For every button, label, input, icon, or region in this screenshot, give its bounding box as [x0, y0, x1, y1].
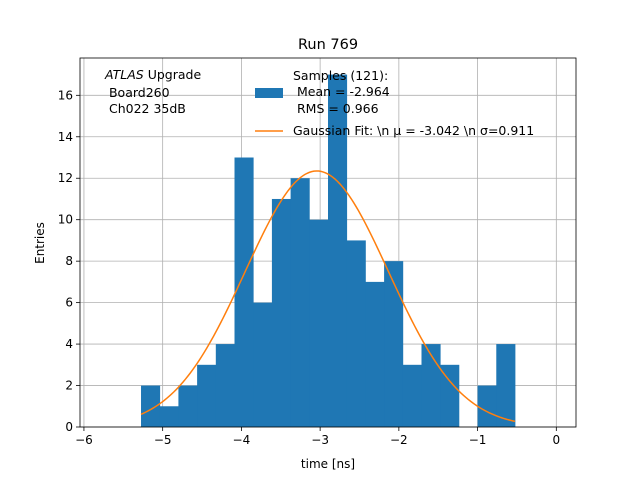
y-tick-label: 12: [58, 171, 73, 185]
annotation-atlas: ATLAS: [104, 67, 144, 82]
histogram-bar: [215, 344, 235, 427]
legend-histogram-swatch: [255, 88, 283, 98]
histogram-bar: [159, 406, 179, 427]
histogram-bar: [234, 157, 254, 427]
y-tick-label: 10: [58, 213, 73, 227]
histogram-bar: [384, 261, 404, 427]
x-axis-label: time [ns]: [301, 457, 355, 471]
annotation-upgrade: Upgrade: [144, 67, 202, 82]
histogram-bar: [328, 74, 348, 428]
y-tick-label: 4: [65, 337, 73, 351]
histogram-bar: [178, 385, 198, 427]
histogram-bar: [402, 364, 422, 427]
y-axis-ticks: 0 2 4 6 8 10 12 14 16: [58, 88, 80, 434]
x-tick-label: −6: [75, 433, 93, 447]
x-tick-label: −1: [469, 433, 487, 447]
annotation-line-1: ATLAS Upgrade: [104, 67, 201, 82]
histogram-bar: [197, 364, 217, 427]
histogram-bar: [253, 302, 273, 427]
y-tick-label: 14: [58, 130, 73, 144]
atlas-annotation: ATLAS Upgrade Board260 Ch022 35dB: [104, 67, 201, 116]
y-tick-label: 2: [65, 379, 73, 393]
histogram-bar: [496, 344, 516, 427]
x-tick-label: −2: [390, 433, 408, 447]
histogram-bar: [290, 178, 310, 427]
y-tick-label: 16: [58, 88, 73, 102]
y-tick-label: 8: [65, 254, 73, 268]
x-tick-label: 0: [552, 433, 560, 447]
legend-fit-label: Gaussian Fit: \n μ = -3.042 \n σ=0.911: [293, 123, 534, 138]
y-tick-label: 6: [65, 296, 73, 310]
histogram-bar: [421, 344, 441, 427]
plot-frame: [79, 57, 577, 428]
histogram-bar: [309, 219, 329, 427]
histogram-bars: [141, 74, 516, 428]
histogram-bar: [440, 364, 460, 427]
x-tick-label: −3: [311, 433, 329, 447]
gaussian-fit-line: [140, 170, 516, 423]
annotation-line-3: Ch022 35dB: [105, 101, 186, 116]
y-axis-label: Entries: [33, 222, 47, 264]
legend-histogram-line-2: Mean = -2.964: [293, 84, 390, 99]
chart-title: Run 769: [298, 37, 358, 53]
histogram-bar: [477, 385, 497, 427]
legend-histogram-line-3: RMS = 0.966: [293, 101, 379, 116]
histogram-bar: [141, 385, 161, 427]
legend: Samples (121): Mean = -2.964 RMS = 0.966…: [255, 68, 534, 138]
y-tick-label: 0: [65, 420, 73, 434]
x-tick-label: −4: [233, 433, 251, 447]
x-axis-ticks: −6 −5 −4 −3 −2 −1 0: [75, 427, 560, 447]
histogram-bar: [365, 281, 385, 427]
annotation-line-2: Board260: [105, 85, 170, 100]
legend-histogram-line-1: Samples (121):: [293, 68, 388, 83]
x-tick-label: −5: [154, 433, 172, 447]
histogram-bar: [271, 198, 292, 427]
histogram-bar: [346, 240, 366, 427]
